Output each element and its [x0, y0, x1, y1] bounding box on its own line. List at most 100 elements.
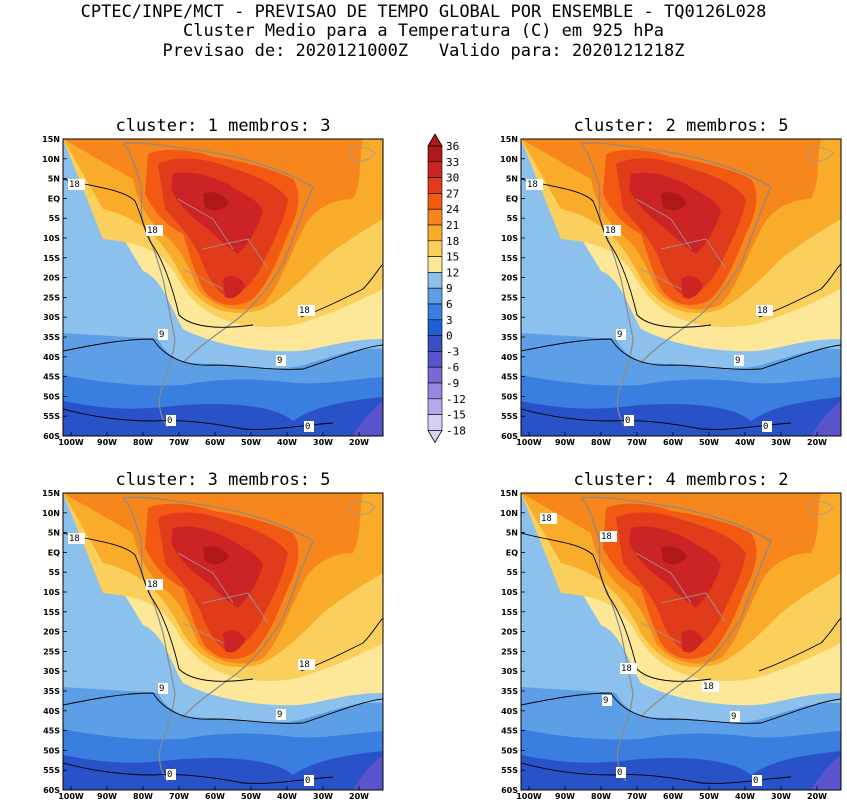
- lon-label: 60W: [663, 438, 683, 447]
- contour-label-bg: [604, 225, 621, 236]
- lat-label: 55S: [501, 412, 518, 421]
- colorbar-label: -15: [446, 409, 466, 422]
- contour-label: 18: [527, 180, 538, 190]
- lat-label: 25S: [501, 293, 518, 302]
- lat-label: 40S: [501, 707, 518, 716]
- contour-label-bg: [304, 421, 314, 432]
- map-frame: [520, 138, 842, 437]
- lon-label: 30W: [313, 792, 333, 801]
- band-30-33: [629, 172, 721, 254]
- contour-label: 18: [605, 226, 616, 236]
- coastline-east: [122, 142, 314, 366]
- lat-label: 10N: [42, 509, 60, 518]
- contour-label: 9: [735, 356, 740, 366]
- contour-18-east: [758, 263, 841, 318]
- lat-label: 10S: [43, 588, 60, 597]
- contour-0: [63, 762, 334, 784]
- map-panel-4: 18 18 18 18 9 9 0 0 cluster: 4 membros: 2 15N 10N 5…: [500, 470, 842, 801]
- contour-label-bg: [734, 355, 744, 366]
- band-below-0: [811, 401, 841, 436]
- lon-label: 70W: [627, 792, 647, 801]
- contour-label-bg: [540, 513, 557, 524]
- africa-coast: [348, 146, 376, 162]
- lon-label: 100W: [58, 792, 84, 801]
- contour-label-bg: [276, 709, 286, 720]
- lat-label: 45S: [43, 727, 60, 736]
- contour-9: [63, 692, 383, 724]
- header-line-2: Cluster Medio para a Temperatura (C) em …: [182, 21, 665, 41]
- contour-label: 18: [147, 226, 158, 236]
- contour-label-bg: [298, 305, 315, 316]
- lat-label: 30S: [43, 313, 60, 322]
- colorbar-swatch: [427, 319, 443, 336]
- lat-label: 15S: [501, 254, 518, 263]
- contour-label: 18: [703, 682, 714, 692]
- lat-label: 30S: [501, 313, 518, 322]
- temperature-field: [63, 139, 383, 436]
- temperature-field: [521, 139, 841, 436]
- contour-label-bg: [602, 695, 612, 706]
- lon-label: 20W: [349, 792, 369, 801]
- lat-label: 60S: [501, 786, 518, 795]
- lat-label: 10S: [501, 588, 518, 597]
- country-borders: [177, 552, 269, 644]
- lat-label: 5N: [506, 529, 518, 538]
- lat-label: 5N: [48, 175, 60, 184]
- lon-label: 40W: [735, 792, 755, 801]
- colorbar-swatch: [427, 398, 443, 415]
- lat-label: EQ: [48, 548, 60, 557]
- band-below-0: [353, 755, 383, 790]
- map-panel-2: 18 18 18 9 9 0 0 cluster: 2 membros: 5 15N 10N 5N E…: [500, 116, 842, 447]
- lat-label: 10N: [500, 509, 518, 518]
- contour-label: 0: [305, 422, 310, 432]
- colorbar-swatch: [427, 303, 443, 321]
- contour-label-bg: [526, 179, 543, 190]
- colorbar-swatch: [427, 366, 443, 384]
- band-30-33-south: [223, 276, 245, 299]
- lon-label: 40W: [735, 438, 755, 447]
- contour-9: [521, 692, 841, 724]
- colorbar-label: 12: [446, 266, 459, 279]
- colorbar-swatch: [427, 351, 443, 368]
- band-33-36: [203, 546, 229, 565]
- contour-label: 18: [621, 664, 632, 674]
- colorbar-swatch: [427, 272, 443, 289]
- lat-label: 15S: [43, 608, 60, 617]
- colorbar-label: -6: [446, 361, 459, 374]
- lon-label: 80W: [133, 792, 153, 801]
- lat-label: 50S: [43, 392, 60, 401]
- lon-label: 80W: [591, 792, 611, 801]
- colorbar-label: 18: [446, 235, 459, 248]
- lat-label: 60S: [501, 432, 518, 441]
- header-line-1: CPTEC/INPE/MCT - PREVISAO DE TEMPO GLOBA…: [80, 2, 767, 22]
- band-33-36: [661, 546, 687, 565]
- lon-label: 100W: [516, 438, 542, 447]
- colorbar-label: 21: [446, 219, 459, 232]
- panel-title: cluster: 1 membros: 3: [116, 116, 331, 136]
- colorbar-label: 30: [446, 172, 459, 185]
- lat-label: 25S: [501, 647, 518, 656]
- lon-label: 20W: [807, 438, 827, 447]
- lon-label: 50W: [699, 792, 719, 801]
- contour-label-bg: [620, 663, 637, 674]
- band-30-33: [629, 526, 721, 608]
- contour-label: 0: [763, 422, 768, 432]
- lat-label: 45S: [501, 727, 518, 736]
- contour-18: [63, 532, 254, 682]
- lat-label: 30S: [43, 667, 60, 676]
- colorbar-swatch: [427, 335, 443, 352]
- band-30-33-south: [681, 276, 703, 299]
- country-borders: [635, 552, 727, 644]
- contour-label-bg: [298, 659, 315, 670]
- lat-label: 30S: [501, 667, 518, 676]
- colorbar-swatch: [427, 224, 443, 242]
- map-frame: [62, 138, 384, 437]
- lat-label: 5N: [506, 175, 518, 184]
- band-below-0: [353, 401, 383, 436]
- colorbar-swatch: [427, 382, 443, 400]
- contour-label-bg: [158, 683, 168, 694]
- lat-label: 40S: [501, 353, 518, 362]
- lat-label: 5S: [507, 568, 519, 577]
- contour-label: 18: [541, 514, 552, 524]
- colorbar-label: 36: [446, 140, 459, 153]
